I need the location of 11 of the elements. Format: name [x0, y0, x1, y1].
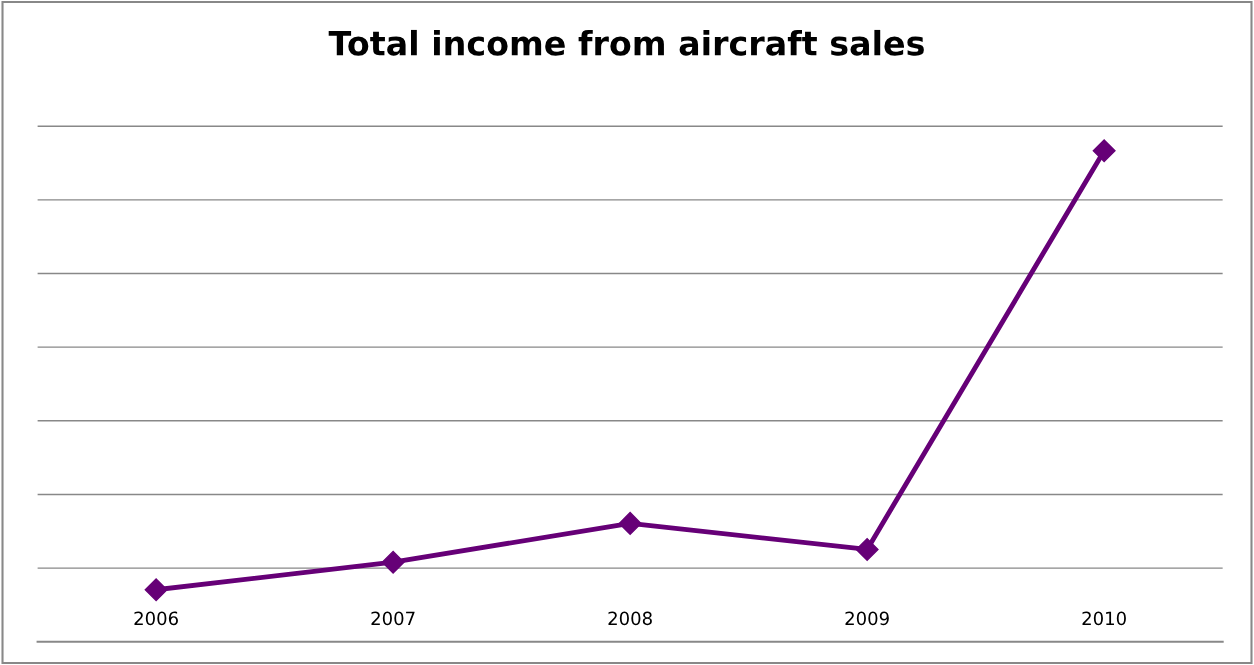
x-tick-label: 2008: [608, 611, 652, 626]
point: [618, 511, 642, 535]
point: [855, 537, 879, 561]
point: [144, 578, 168, 602]
x-tick-label: 2006: [134, 611, 178, 626]
point: [1092, 139, 1116, 163]
chart-title: Total income from aircraft sales: [328, 29, 924, 56]
point: [381, 550, 405, 574]
x-tick-label: 2009: [845, 611, 889, 626]
x-tick-label: 2010: [1082, 611, 1126, 626]
x-tick-label: 2007: [371, 611, 415, 626]
